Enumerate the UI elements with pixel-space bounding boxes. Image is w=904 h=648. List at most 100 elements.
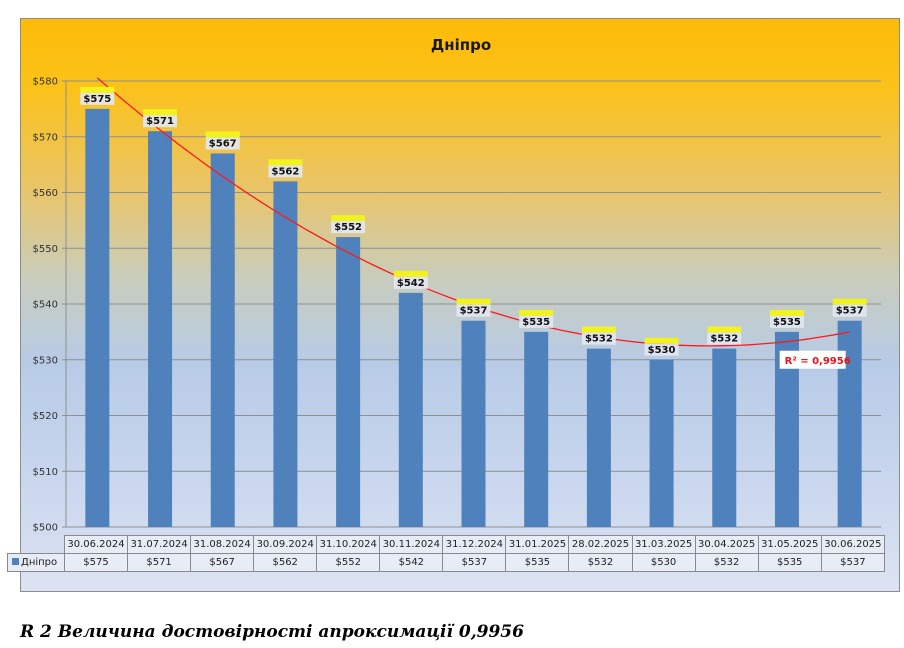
bar <box>336 237 361 527</box>
figure-caption: R 2 Величина достовірності апроксимації … <box>20 622 524 642</box>
data-label-box: $537 <box>456 298 491 317</box>
chart-title: Дніпро <box>430 36 492 54</box>
bars <box>85 108 862 528</box>
data-labels: $575 $571 $567 $562 $552 $542 $537 $535 $532 $530… <box>80 86 867 356</box>
data-table-value-row: Дніпро $575 $571 $567 $562 $552 $542 $537 $535 $… <box>7 553 886 572</box>
data-label: $532 <box>710 334 738 345</box>
label-highlight <box>769 309 804 316</box>
label-highlight <box>80 86 115 93</box>
y-tick-label: $550 <box>33 244 58 255</box>
data-label: $535 <box>522 317 550 328</box>
label-bg <box>581 332 616 345</box>
data-table-value: $532 <box>568 553 633 572</box>
label-highlight <box>143 109 178 116</box>
data-table-value: $567 <box>190 553 255 572</box>
legend-key-icon <box>12 558 19 565</box>
data-label-box: $575 <box>80 86 115 105</box>
data-label-box: $562 <box>268 159 303 178</box>
data-table-value: $562 <box>253 553 318 572</box>
data-label-box: $552 <box>331 215 366 234</box>
data-table-category: 30.09.2024 <box>253 535 318 554</box>
label-bg <box>331 221 366 234</box>
data-label-box: $571 <box>143 109 178 128</box>
data-table: 30.06.2024 31.07.2024 31.08.2024 30.09.2024… <box>7 535 886 572</box>
data-label-box: $532 <box>707 326 742 345</box>
bar <box>398 292 423 527</box>
y-axis: $500 $510 $520 $530 $540 $550 $560 $570 $580 <box>33 77 67 534</box>
r2-label: R² = 0,9956 <box>785 356 851 367</box>
r2-label-box: R² = 0,9956 <box>779 350 851 369</box>
bar <box>273 181 298 527</box>
data-table-corner <box>8 536 65 554</box>
data-label: $567 <box>209 138 237 149</box>
data-label: $552 <box>334 222 362 233</box>
data-label-box: $567 <box>205 131 240 150</box>
label-bg <box>393 276 428 289</box>
label-highlight <box>581 326 616 333</box>
data-label: $537 <box>460 306 488 317</box>
data-label: $535 <box>773 317 801 328</box>
data-table-category: 31.01.2025 <box>505 535 570 554</box>
label-bg <box>769 315 804 328</box>
label-highlight <box>832 298 867 305</box>
data-table-series-cell: Дніпро <box>7 553 65 572</box>
data-label-box: $535 <box>769 309 804 328</box>
bar <box>210 153 235 527</box>
label-highlight <box>519 309 554 316</box>
y-tick-label: $580 <box>33 77 58 88</box>
label-highlight <box>331 215 366 222</box>
label-bg <box>143 115 178 128</box>
label-highlight <box>456 298 491 305</box>
data-table-category: 28.02.2025 <box>568 535 633 554</box>
bar <box>148 131 173 528</box>
data-label-box: $530 <box>644 337 679 356</box>
label-bg <box>268 165 303 178</box>
label-bg <box>456 304 491 317</box>
data-label: $562 <box>272 166 300 177</box>
data-table-category: 30.11.2024 <box>379 535 444 554</box>
data-table-category: 30.06.2025 <box>820 535 886 554</box>
data-table-category: 31.03.2025 <box>631 535 696 554</box>
data-label-box: $542 <box>393 270 428 289</box>
data-table-value: $535 <box>757 553 822 572</box>
data-table-value: $530 <box>631 553 696 572</box>
y-tick-label: $510 <box>33 467 58 478</box>
data-table-category: 30.06.2024 <box>63 535 129 554</box>
data-table-value: $552 <box>316 553 381 572</box>
label-bg <box>644 343 679 356</box>
data-label: $571 <box>146 116 174 127</box>
data-table-value: $537 <box>442 553 507 572</box>
bar <box>85 108 110 527</box>
y-tick-label: $520 <box>33 411 58 422</box>
data-label: $537 <box>836 306 864 317</box>
data-table-value: $571 <box>127 553 192 572</box>
data-table-value: $537 <box>820 553 886 572</box>
data-table-category: 31.10.2024 <box>316 535 381 554</box>
y-tick-label: $500 <box>33 523 58 534</box>
bar <box>712 348 737 527</box>
data-label: $530 <box>648 345 676 356</box>
data-label: $575 <box>83 94 111 105</box>
plot-area: $500 $510 $520 $530 $540 $550 $560 $570 $580 $57… <box>33 77 881 534</box>
label-highlight <box>205 131 240 138</box>
label-highlight <box>707 326 742 333</box>
data-label-box: $537 <box>832 298 867 317</box>
label-highlight <box>393 270 428 277</box>
data-table-value: $532 <box>694 553 759 572</box>
data-table-category: 30.04.2025 <box>694 535 759 554</box>
label-highlight <box>268 159 303 166</box>
bar <box>524 331 549 527</box>
data-table-category: 31.12.2024 <box>442 535 507 554</box>
label-bg <box>832 304 867 317</box>
y-tick-label: $560 <box>33 188 58 199</box>
data-label-box: $535 <box>519 309 554 328</box>
label-bg <box>519 315 554 328</box>
label-bg <box>80 92 115 105</box>
data-label: $532 <box>585 334 613 345</box>
data-table-category: 31.08.2024 <box>190 535 255 554</box>
y-tick-label: $530 <box>33 355 58 366</box>
bar <box>649 359 674 527</box>
data-table-category: 31.05.2025 <box>757 535 822 554</box>
data-label: $542 <box>397 278 425 289</box>
bar <box>461 320 486 527</box>
